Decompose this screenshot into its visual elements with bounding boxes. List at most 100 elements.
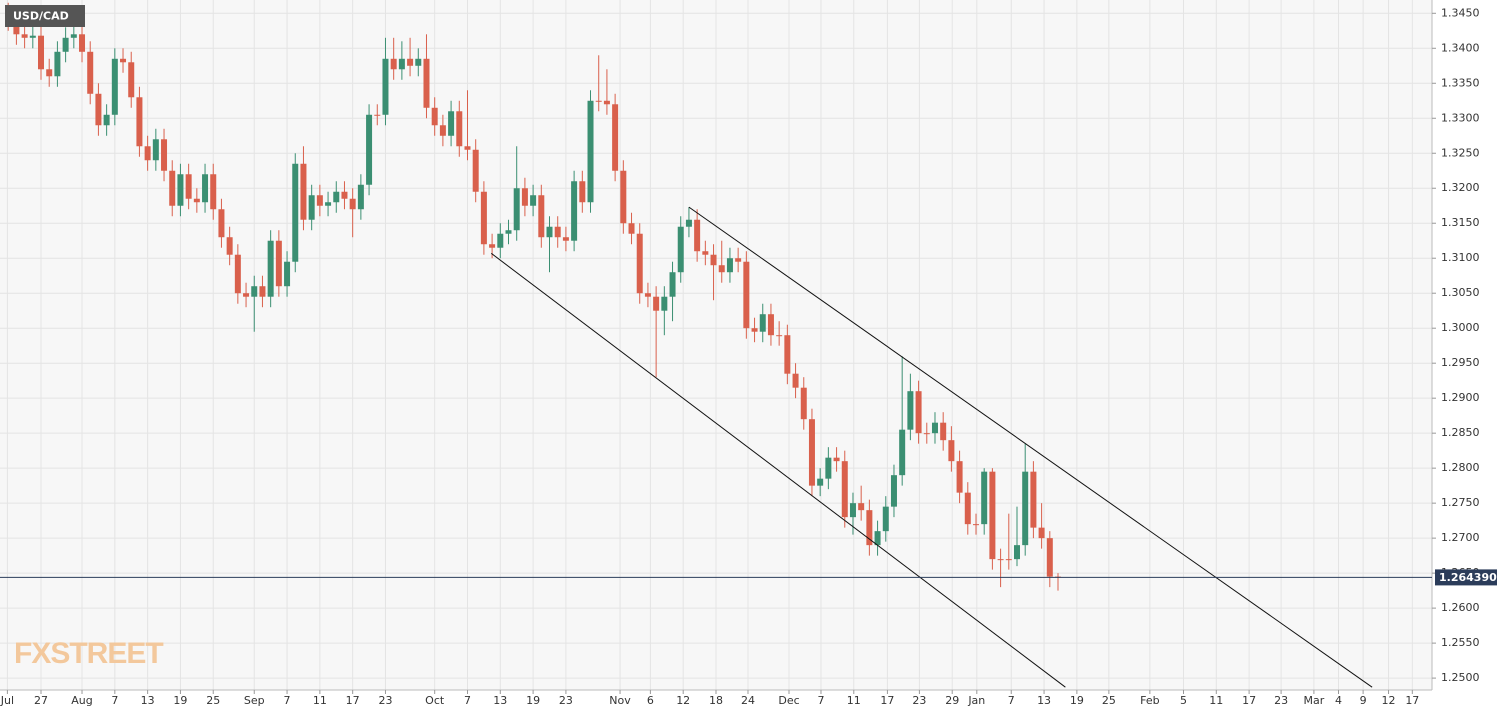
y-tick-label: 1.3250 — [1441, 146, 1480, 159]
candle-body — [677, 226, 684, 273]
candle-body — [79, 34, 86, 52]
x-tick-label: 4 — [1335, 694, 1342, 707]
candle-body — [325, 202, 332, 206]
candle-body — [456, 111, 463, 147]
candle-body — [776, 335, 783, 337]
y-tick-label: 1.2900 — [1441, 391, 1480, 404]
x-tick-label: Feb — [1140, 694, 1159, 707]
candle-body — [398, 58, 405, 70]
candle-body — [866, 510, 873, 546]
candle-body — [382, 58, 389, 115]
candle-body — [505, 230, 512, 234]
candle-body — [407, 58, 414, 66]
x-tick-label: 9 — [1360, 694, 1367, 707]
x-tick-label: 6 — [647, 694, 654, 707]
candle-body — [620, 170, 627, 224]
y-tick-label: 1.3150 — [1441, 216, 1480, 229]
candle-body — [874, 531, 881, 546]
candle-body — [825, 457, 832, 479]
candle-body — [120, 58, 127, 63]
y-tick-label: 1.3100 — [1441, 251, 1480, 264]
candle-body — [685, 219, 692, 227]
candle-body — [784, 335, 791, 374]
candle-body — [128, 62, 135, 98]
y-tick-label: 1.3350 — [1441, 76, 1480, 89]
candle-body — [169, 170, 176, 206]
chart-title: USD/CAD — [13, 10, 69, 23]
x-tick-label: Oct — [425, 694, 445, 707]
x-tick-label: 11 — [1209, 694, 1223, 707]
candle-body — [29, 35, 36, 38]
candle-body — [193, 198, 200, 203]
candle-body — [226, 237, 233, 255]
candle-body — [316, 195, 323, 206]
candle-body — [46, 69, 53, 77]
y-tick-label: 1.2800 — [1441, 461, 1480, 474]
candle-body — [243, 293, 250, 297]
candle-body — [931, 422, 938, 434]
candle-body — [62, 37, 69, 52]
candle-body — [448, 111, 455, 136]
candle-body — [636, 233, 643, 294]
x-tick-label: 25 — [206, 694, 220, 707]
x-tick-label: Jan — [967, 694, 985, 707]
candle-body — [833, 457, 840, 462]
candle-body — [603, 100, 610, 105]
candle-body — [136, 97, 143, 147]
x-tick-label: Dec — [778, 694, 799, 707]
candle-body — [972, 524, 979, 526]
candle-body — [751, 328, 758, 332]
candle-body — [366, 114, 373, 185]
candle-body — [858, 503, 865, 511]
candle-body — [923, 433, 930, 435]
candle-body — [767, 314, 774, 336]
candle-body — [595, 100, 602, 102]
candle-body — [890, 475, 897, 507]
candle-body — [644, 293, 651, 297]
candle-body — [284, 261, 291, 287]
candle-body — [439, 125, 446, 136]
grid — [0, 0, 1432, 690]
candle-body — [1005, 559, 1012, 561]
candle-body — [530, 195, 537, 206]
candle-body — [308, 195, 315, 220]
x-tick-label: 23 — [378, 694, 392, 707]
candle-body — [653, 296, 660, 311]
trendline — [490, 252, 1066, 688]
x-tick-label: Aug — [71, 694, 92, 707]
candle-body — [300, 163, 307, 220]
candle-body — [562, 237, 569, 241]
candle-body — [234, 254, 241, 294]
x-tick-label: 23 — [912, 694, 926, 707]
candle-body — [185, 174, 192, 199]
x-tick-label: Mar — [1304, 694, 1325, 707]
candle-body — [817, 478, 824, 486]
candle-body — [144, 146, 151, 161]
candle-body — [472, 149, 479, 192]
candle-body — [95, 93, 102, 126]
x-tick-label: 7 — [1008, 694, 1015, 707]
x-tick-label: 13 — [493, 694, 507, 707]
candles — [5, 2, 1062, 591]
candle-body — [103, 114, 110, 126]
candle-body — [940, 422, 947, 441]
y-tick-label: 1.2500 — [1441, 671, 1480, 684]
y-tick-label: 1.3450 — [1441, 6, 1480, 19]
candle-body — [964, 492, 971, 525]
candle-body — [849, 503, 856, 518]
candle-body — [202, 174, 209, 203]
candle-body — [87, 51, 94, 94]
candle-body — [480, 191, 487, 245]
x-tick-label: 23 — [1274, 694, 1288, 707]
candle-body — [661, 296, 668, 311]
y-tick-label: 1.2600 — [1441, 601, 1480, 614]
candle-body — [759, 314, 766, 332]
x-tick-label: 12 — [1382, 694, 1396, 707]
candle-body — [726, 258, 733, 273]
candle-body — [1030, 471, 1037, 528]
candle-body — [111, 58, 118, 115]
x-tick-label: 17 — [1242, 694, 1256, 707]
x-tick-label: 11 — [847, 694, 861, 707]
candle-body — [423, 58, 430, 108]
candle-body — [374, 114, 381, 116]
